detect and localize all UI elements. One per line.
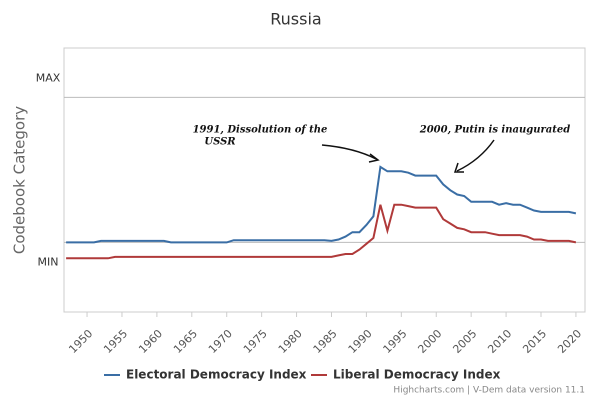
annotation: 1991, Dissolution of the [193, 125, 328, 136]
x-tick-label: 1995 [381, 327, 410, 356]
x-tick-label: 1970 [206, 327, 235, 356]
y-tick-label: MIN [38, 255, 59, 268]
annotation-arrow [368, 153, 380, 163]
credits: Highcharts.com | V-Dem data version 11.1 [393, 386, 585, 396]
annotation: USSR [204, 137, 235, 148]
x-tick-label: 2010 [485, 327, 514, 356]
annotation-arrow [321, 144, 377, 160]
x-tick-label: 2015 [520, 327, 549, 356]
x-tick-label: 2020 [555, 327, 584, 356]
annotation-arrow [453, 162, 464, 173]
x-tick-label: 1980 [276, 327, 305, 356]
x-tick-label: 2000 [415, 327, 444, 356]
annotation: 2000, Putin is inaugurated [419, 125, 570, 136]
x-tick-label: 1975 [241, 327, 270, 356]
x-tick-label: 1965 [171, 327, 200, 356]
x-tick-label: 1960 [136, 327, 165, 356]
plot-border [63, 47, 586, 313]
x-tick-label: 2005 [450, 327, 479, 356]
x-tick-label: 1950 [66, 327, 95, 356]
legend-label: Liberal Democracy Index [333, 368, 501, 382]
series-line [66, 203, 577, 260]
x-tick-label: 1990 [346, 327, 375, 356]
x-tick-label: 1985 [311, 327, 340, 356]
y-tick-label: MAX [36, 71, 61, 84]
chart-title: Russia [270, 10, 321, 29]
x-tick-label: 1955 [101, 327, 130, 356]
annotation-arrow [456, 139, 495, 172]
y-axis-title: Codebook Category [11, 106, 29, 254]
series-line [66, 165, 577, 244]
legend-label: Electoral Democracy Index [126, 368, 307, 382]
